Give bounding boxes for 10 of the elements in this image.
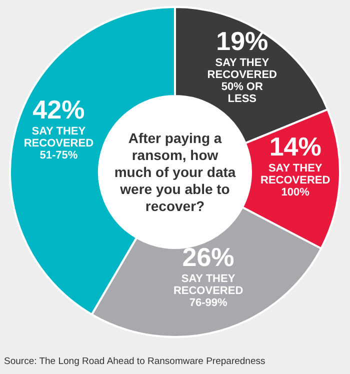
slice-label: SAY THEY RECOVERED 76-99% <box>173 272 244 309</box>
data-label: 19% <box>216 26 268 56</box>
data-label: 42% <box>32 94 85 125</box>
slice-label: SAY THEY RECOVERED 51-75% <box>24 126 94 162</box>
data-label: 26% <box>182 242 234 272</box>
text: After paying a ransom, how much of your data were you able to recover? <box>114 130 236 214</box>
slice-label: SAY THEY RECOVERED 50% OR LESS <box>207 56 278 105</box>
source-note: Source: The Long Road Ahead to Ransomware Preparedness <box>4 356 266 367</box>
slice-label: SAY THEY RECOVERED 100% <box>260 162 330 199</box>
data-label: 14% <box>269 132 322 162</box>
